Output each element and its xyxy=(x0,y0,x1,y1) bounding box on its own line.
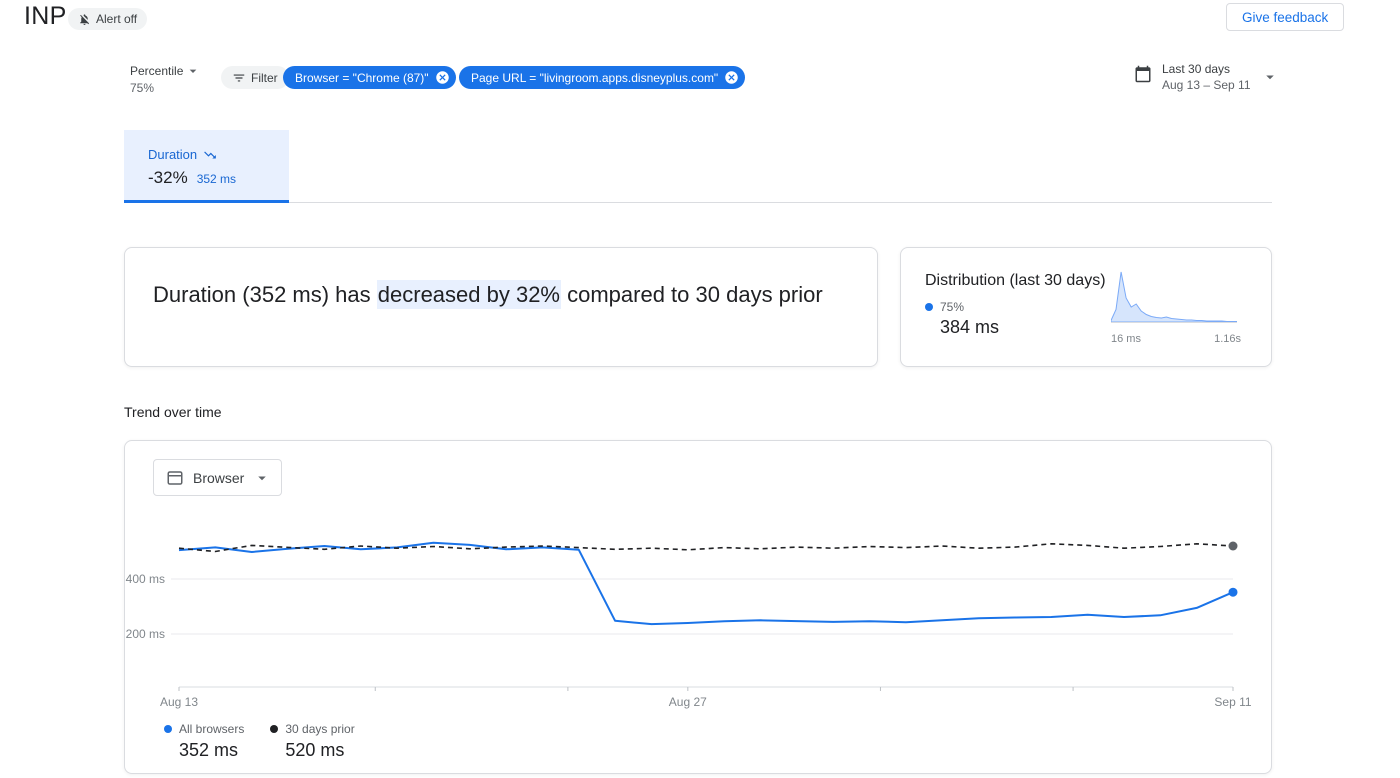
date-range-picker[interactable]: Last 30 days Aug 13 – Sep 11 xyxy=(1134,62,1279,92)
percentile-label: Percentile xyxy=(130,64,184,78)
distribution-sparkline xyxy=(1110,271,1238,323)
legend-item-30-days-prior: 30 days prior 520 ms xyxy=(270,722,355,761)
tab-duration[interactable]: Duration -32% 352 ms xyxy=(124,130,289,203)
tab-duration-label: Duration xyxy=(148,147,198,162)
give-feedback-button[interactable]: Give feedback xyxy=(1226,3,1345,31)
browser-window-icon xyxy=(166,469,184,487)
summary-card: Duration (352 ms) has decreased by 32% c… xyxy=(124,247,878,367)
distribution-x-max: 1.16s xyxy=(1214,333,1241,345)
filter-chip-browser[interactable]: Browser = "Chrome (87)" xyxy=(283,66,456,89)
chevron-down-icon xyxy=(253,469,271,487)
tab-duration-value: 352 ms xyxy=(196,172,237,186)
filter-chip-page-url-label: Page URL = "livingroom.apps.disneyplus.c… xyxy=(471,70,719,85)
legend-value: 352 ms xyxy=(179,740,239,760)
legend-label: 30 days prior xyxy=(285,722,355,736)
trend-line-chart: 400 ms 200 ms Aug 13 Aug 27 Sep 11 xyxy=(126,541,1252,709)
date-range-preset: Last 30 days xyxy=(1162,62,1231,76)
summary-sentence: Duration (352 ms) has decreased by 32% c… xyxy=(153,279,849,310)
legend-value: 520 ms xyxy=(285,740,345,760)
legend-dot xyxy=(164,725,172,733)
legend-label: All browsers xyxy=(179,722,245,736)
svg-text:Aug 13: Aug 13 xyxy=(160,695,198,709)
svg-text:Aug 27: Aug 27 xyxy=(669,695,707,709)
remove-filter-icon[interactable] xyxy=(724,70,739,85)
remove-filter-icon[interactable] xyxy=(435,70,450,85)
trending-down-icon xyxy=(203,148,217,162)
percentile-dropdown[interactable]: Percentile 75% xyxy=(130,63,201,95)
alert-off-toggle[interactable]: Alert off xyxy=(68,8,148,30)
distribution-x-min: 16 ms xyxy=(1111,333,1141,345)
svg-text:Sep 11: Sep 11 xyxy=(1214,695,1251,709)
trend-card: Browser 400 ms 200 ms Aug 13 Aug 27 Sep 11 A… xyxy=(124,440,1272,774)
legend-dot xyxy=(270,725,279,733)
summary-prefix: Duration (352 ms) has xyxy=(153,282,377,307)
trend-section-label: Trend over time xyxy=(124,404,222,420)
trend-legend: All browsers 352 ms 30 days prior 520 ms xyxy=(164,722,355,761)
percentile-dot xyxy=(925,303,933,311)
browser-dropdown-label: Browser xyxy=(193,469,245,486)
filter-button[interactable]: Filter xyxy=(221,66,289,89)
percentile-value: 75% xyxy=(130,81,155,95)
distribution-percentile: 75% xyxy=(940,300,965,314)
calendar-icon xyxy=(1134,65,1152,83)
browser-dropdown[interactable]: Browser xyxy=(153,459,283,496)
filter-icon xyxy=(232,71,246,85)
svg-text:400 ms: 400 ms xyxy=(126,572,165,586)
distribution-value: 384 ms xyxy=(940,317,1000,337)
page-title: INP xyxy=(24,2,67,30)
svg-text:200 ms: 200 ms xyxy=(126,627,165,641)
filter-label: Filter xyxy=(251,70,278,85)
tabs-divider xyxy=(124,202,1272,203)
distribution-title: Distribution (last 30 days) xyxy=(925,272,1106,289)
filter-chip-browser-label: Browser = "Chrome (87)" xyxy=(295,70,429,85)
chevron-down-icon xyxy=(1261,68,1279,86)
chevron-down-icon xyxy=(185,63,201,79)
alert-off-label: Alert off xyxy=(96,12,138,26)
distribution-card: Distribution (last 30 days) 75% 384 ms 1… xyxy=(900,247,1272,367)
filter-chip-page-url[interactable]: Page URL = "livingroom.apps.disneyplus.c… xyxy=(459,66,746,89)
date-range-dates: Aug 13 – Sep 11 xyxy=(1162,78,1251,92)
tab-duration-delta: -32% xyxy=(148,168,188,187)
summary-suffix: compared to 30 days prior xyxy=(561,282,823,307)
bell-off-icon xyxy=(78,13,91,26)
legend-item-all-browsers: All browsers 352 ms xyxy=(164,722,244,761)
summary-highlight: decreased by 32% xyxy=(376,280,561,309)
distribution-chart: 16 ms 1.16s xyxy=(1110,266,1241,366)
